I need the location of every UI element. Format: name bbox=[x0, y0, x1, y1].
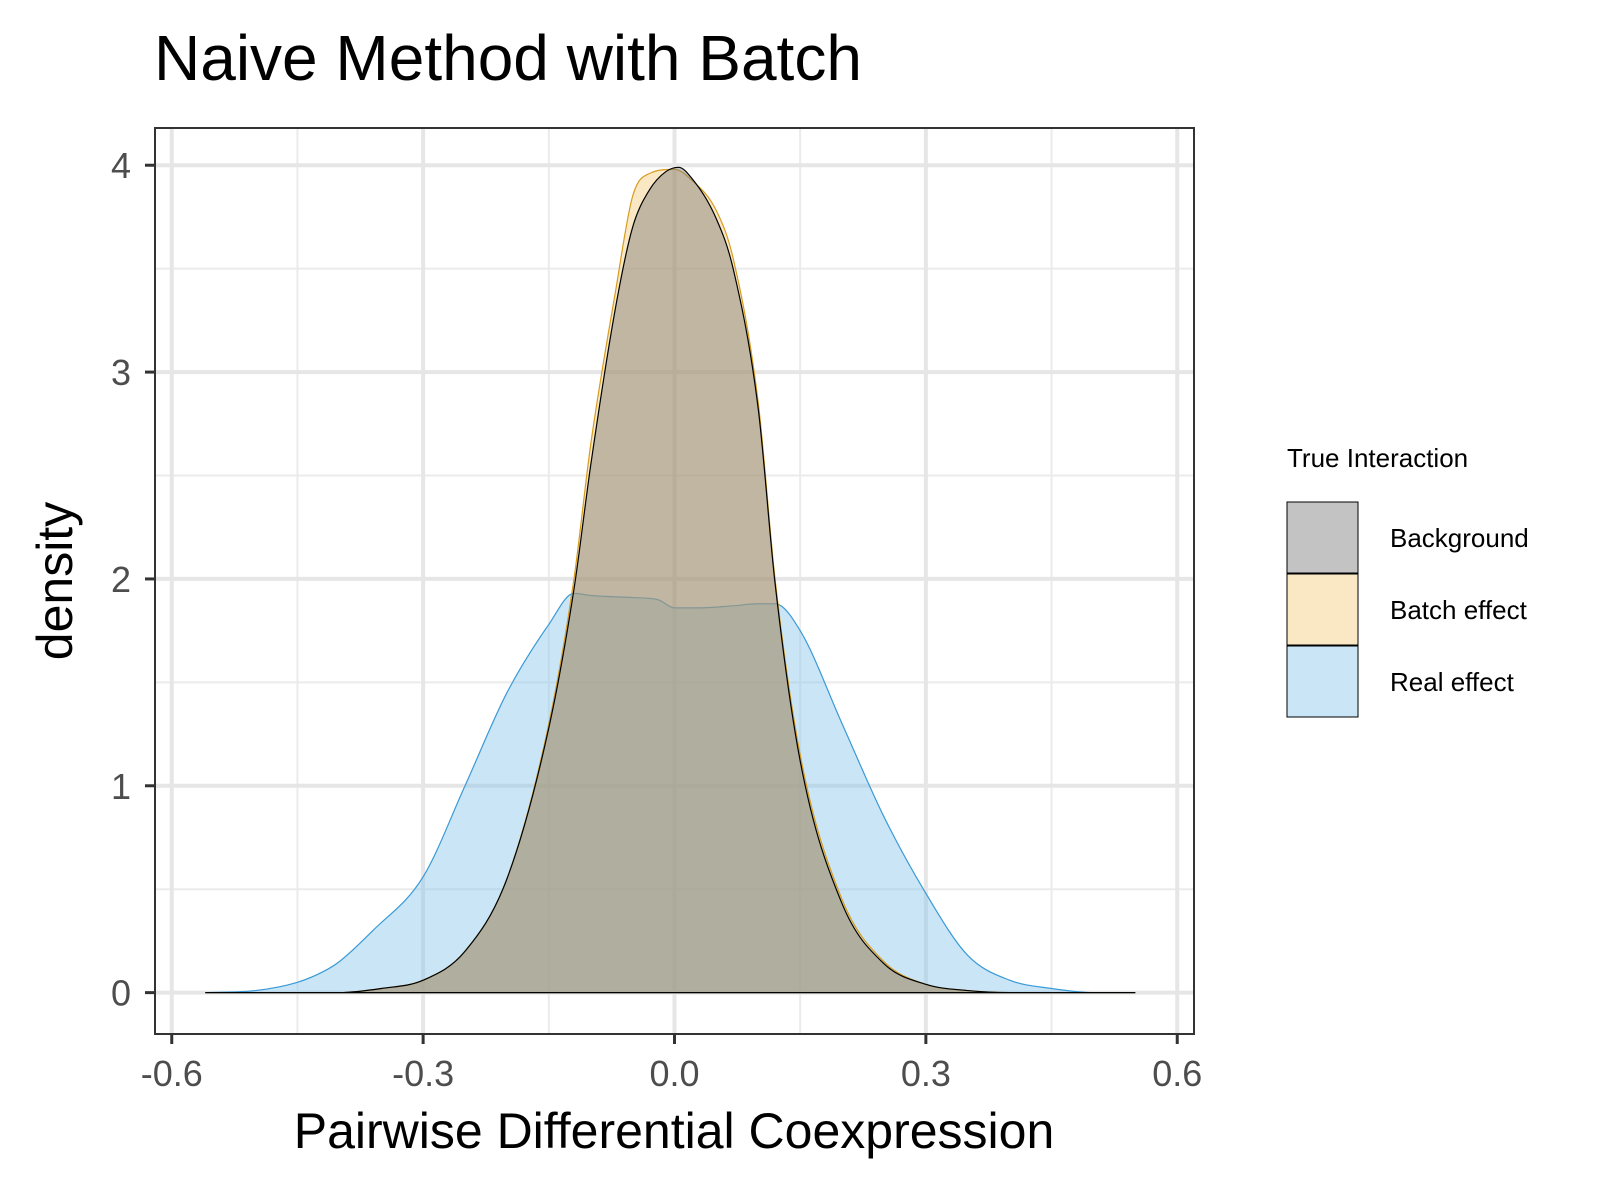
legend-title: True Interaction bbox=[1287, 443, 1468, 473]
density-areas bbox=[205, 166, 1136, 994]
density-area-background bbox=[205, 166, 1136, 994]
x-tick-label: -0.6 bbox=[141, 1053, 203, 1094]
y-tick-label: 3 bbox=[111, 352, 131, 393]
legend-label-background: Background bbox=[1390, 523, 1529, 553]
x-axis: -0.6 -0.3 0.0 0.3 0.6 bbox=[141, 1034, 1202, 1094]
density-area-real-effect bbox=[205, 592, 1136, 994]
legend-label-batch-effect: Batch effect bbox=[1390, 595, 1528, 625]
y-tick-label: 1 bbox=[111, 766, 131, 807]
legend: True Interaction Background Batch effect R… bbox=[1286, 443, 1529, 718]
legend-key-background bbox=[1287, 574, 1358, 645]
legend-label-real-effect: Real effect bbox=[1390, 667, 1515, 697]
legend-key-background bbox=[1287, 502, 1358, 573]
x-axis-title: Pairwise Differential Coexpression bbox=[294, 1103, 1055, 1159]
plot-panel bbox=[154, 127, 1195, 1035]
legend-key-real-effect bbox=[1286, 645, 1359, 718]
legend-key-background bbox=[1286, 501, 1359, 574]
x-tick-label: 0.0 bbox=[649, 1053, 699, 1094]
x-tick-label: 0.6 bbox=[1152, 1053, 1202, 1094]
legend-key-background bbox=[1287, 646, 1358, 717]
y-tick-label: 2 bbox=[111, 559, 131, 600]
x-tick-label: 0.3 bbox=[901, 1053, 951, 1094]
y-axis: 0 1 2 3 4 bbox=[111, 145, 155, 1014]
y-tick-label: 0 bbox=[111, 973, 131, 1014]
legend-key-batch-effect bbox=[1286, 573, 1359, 646]
y-axis-title: density bbox=[27, 502, 83, 660]
x-tick-label: -0.3 bbox=[392, 1053, 454, 1094]
chart-title: Naive Method with Batch bbox=[154, 22, 862, 94]
y-tick-label: 4 bbox=[111, 145, 131, 186]
legend-items: Background Batch effect Real effect bbox=[1286, 501, 1529, 718]
